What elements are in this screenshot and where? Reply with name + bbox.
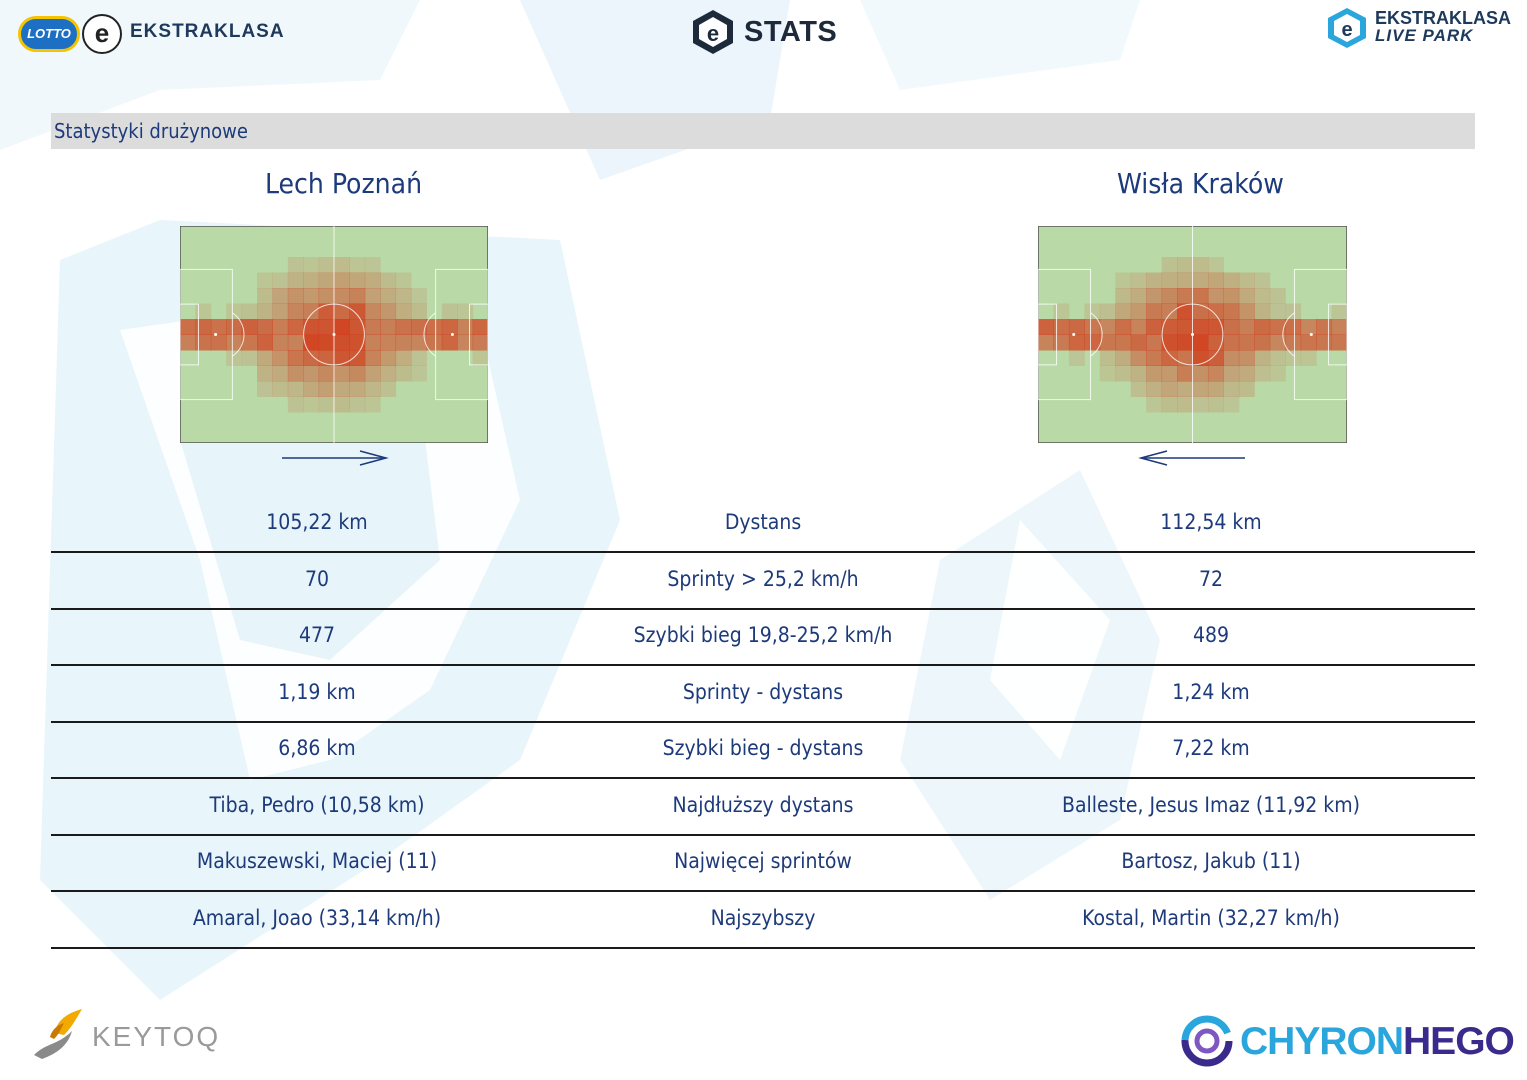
league-name: EKSTRAKLASA xyxy=(130,21,285,42)
stat-label: Najszybszy xyxy=(710,905,816,930)
home-value: 477 xyxy=(298,623,336,647)
stats-row: Makuszewski, Maciej (11) Najwięcej sprint… xyxy=(51,833,1475,889)
away-value: Balleste, Jesus Imaz (11,92 km) xyxy=(1061,792,1361,817)
stats-logo: e STATS xyxy=(690,8,840,58)
section-title: Statystyki drużynowe xyxy=(54,119,248,143)
stat-label: Sprinty > 25,2 km/h xyxy=(667,566,859,591)
row-divider xyxy=(51,720,1475,723)
home-value: Makuszewski, Maciej (11) xyxy=(196,849,438,873)
svg-text:e: e xyxy=(707,21,719,46)
home-value: 105,22 km xyxy=(266,510,368,534)
away-direction-arrow xyxy=(1138,450,1245,466)
home-value: Amaral, Joao (33,14 km/h) xyxy=(192,905,442,930)
chyron-part2: HEGO xyxy=(1403,1020,1515,1063)
keytoq-emblem-icon xyxy=(34,1009,82,1059)
stat-label: Szybki bieg - dystans xyxy=(662,736,864,760)
home-value: 6,86 km xyxy=(278,736,356,760)
row-divider xyxy=(51,890,1475,892)
chyron-part1: CHYRON xyxy=(1240,1020,1404,1063)
away-value: 72 xyxy=(1198,566,1224,591)
stat-label: Najdłuższy dystans xyxy=(672,792,854,817)
stats-label: STATS xyxy=(744,16,838,48)
away-value: 7,22 km xyxy=(1172,736,1250,760)
away-heatmap xyxy=(1038,226,1347,443)
row-divider xyxy=(51,664,1475,666)
stats-row: 105,22 km Dystans 112,54 km xyxy=(51,494,1475,550)
row-divider xyxy=(51,946,1475,949)
home-heatmap xyxy=(180,226,488,443)
svg-text:e: e xyxy=(1341,19,1352,41)
home-value: 1,19 km xyxy=(278,679,356,704)
livepark-line2: LIVE PARK xyxy=(1375,26,1474,45)
ekstraklasa-logo: LOTTO e EKSTRAKLASA xyxy=(18,10,288,58)
livepark-logo: e EKSTRAKLASA LIVE PARK xyxy=(1325,6,1515,52)
row-divider xyxy=(51,833,1475,836)
home-direction-arrow xyxy=(282,450,389,466)
livepark-hexagon-icon: e xyxy=(1328,8,1366,48)
stat-label: Szybki bieg 19,8-25,2 km/h xyxy=(633,623,893,647)
away-value: Kostal, Martin (32,27 km/h) xyxy=(1082,905,1340,930)
away-value: 112,54 km xyxy=(1160,510,1262,534)
stats-row: Tiba, Pedro (10,58 km) Najdłuższy dystans… xyxy=(51,777,1475,833)
keytoq-logo: KEYTOQ xyxy=(28,1005,238,1065)
section-header: Statystyki drużynowe xyxy=(51,113,1475,149)
stats-row: Amaral, Joao (33,14 km/h) Najszybszy Kosta… xyxy=(51,890,1475,946)
home-value: 70 xyxy=(304,566,330,591)
home-team-name: Lech Poznań xyxy=(265,167,423,200)
row-divider xyxy=(51,777,1475,779)
away-team-name: Wisła Kraków xyxy=(1117,167,1284,200)
stats-row: 477 Szybki bieg 19,8-25,2 km/h 489 xyxy=(51,607,1475,663)
away-value: Bartosz, Jakub (11) xyxy=(1121,849,1301,873)
stat-label: Sprinty - dystans xyxy=(682,679,844,704)
livepark-line1: EKSTRAKLASA xyxy=(1375,8,1512,28)
e-hexagon-icon: e xyxy=(693,10,733,54)
row-divider xyxy=(51,551,1475,553)
lotto-badge: LOTTO xyxy=(18,16,80,52)
e-ball-icon: e xyxy=(82,14,122,54)
chyronhego-swirl-icon xyxy=(1181,1015,1233,1067)
chyronhego-label: CHYRONHEGO xyxy=(1240,1020,1515,1064)
away-value: 489 xyxy=(1192,623,1230,647)
stats-row: 1,19 km Sprinty - dystans 1,24 km xyxy=(51,664,1475,720)
home-value: Tiba, Pedro (10,58 km) xyxy=(209,792,425,817)
row-divider xyxy=(51,607,1475,610)
chyronhego-logo: CHYRONHEGO xyxy=(1180,1012,1515,1072)
stats-row: 6,86 km Szybki bieg - dystans 7,22 km xyxy=(51,720,1475,776)
stats-row: 70 Sprinty > 25,2 km/h 72 xyxy=(51,551,1475,607)
keytoq-label: KEYTOQ xyxy=(92,1021,221,1052)
stat-label: Najwięcej sprintów xyxy=(674,849,852,873)
stat-label: Dystans xyxy=(724,510,802,534)
away-value: 1,24 km xyxy=(1172,679,1250,704)
